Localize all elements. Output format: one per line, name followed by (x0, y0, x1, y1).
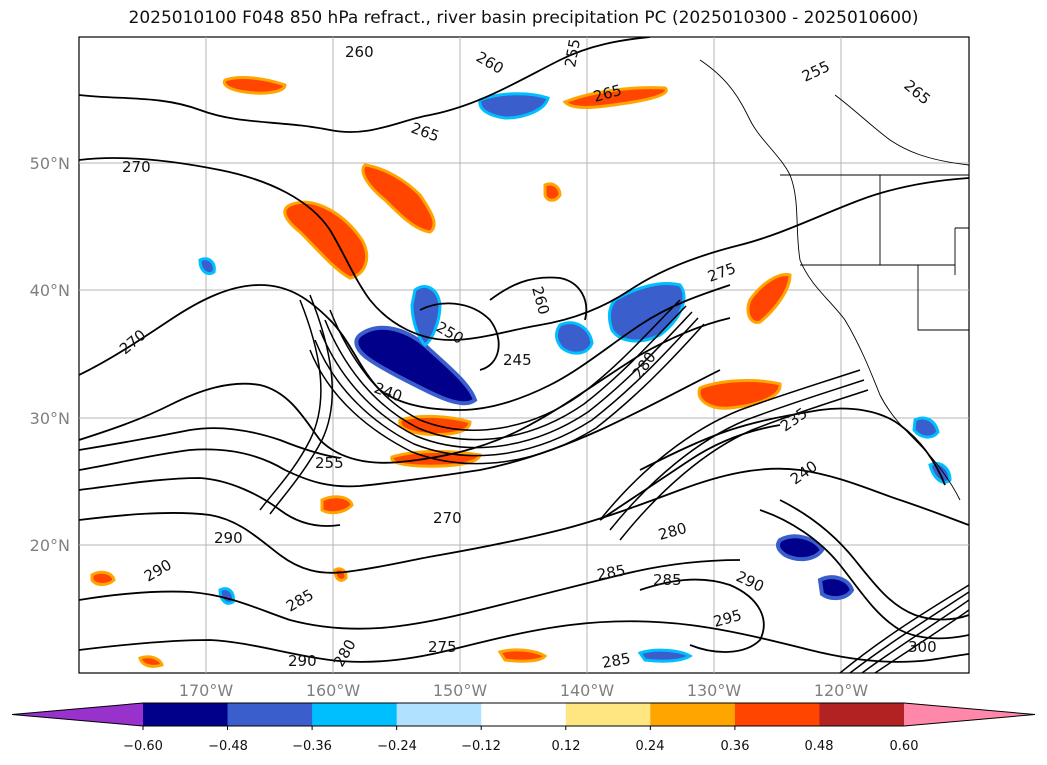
colorbar-segment (312, 703, 398, 726)
cold-anomaly (637, 648, 693, 663)
cold-anomaly (607, 281, 686, 343)
colorbar-tick-label: 0.60 (890, 739, 919, 754)
colorbar-tick-label: −0.12 (461, 739, 501, 754)
contour-label: 245 (503, 351, 532, 369)
colorbar-segment (481, 703, 567, 726)
longitude-label: 160°W (306, 681, 361, 700)
contour-label: 255 (561, 37, 584, 68)
latitude-labels: 50°N 40°N 30°N 20°N (30, 154, 70, 555)
contour-label: 270 (433, 509, 462, 527)
cold-anomaly (410, 285, 442, 347)
cold-anomaly (478, 92, 550, 120)
contour-label: 290 (214, 529, 243, 547)
contour-label: 275 (428, 638, 457, 656)
map-frame (78, 36, 970, 674)
cold-anomaly (555, 321, 594, 355)
contour-label: 285 (601, 649, 632, 672)
cold-anomaly (912, 416, 940, 439)
warm-anomaly (562, 86, 668, 109)
contour-label: 300 (908, 638, 937, 656)
colorbar-tick-label: 0.12 (552, 739, 581, 754)
warm-anomaly (746, 273, 792, 324)
contour-label: 255 (315, 454, 344, 472)
cold-anomaly (775, 534, 825, 562)
colorbar-tick-label: −0.36 (292, 739, 332, 754)
longitude-label: 170°W (179, 681, 234, 700)
colorbar-extend-min (12, 703, 143, 726)
colorbar-tick-label: −0.48 (208, 739, 248, 754)
warm-anomaly (361, 163, 436, 234)
warm-anomaly (222, 76, 287, 95)
colorbar-ticks: −0.60 −0.48 −0.36 −0.24 −0.12 0.12 0.24 … (123, 739, 918, 754)
colorbar (11, 702, 1036, 730)
colorbar-tick-label: 0.36 (721, 739, 750, 754)
latitude-label: 30°N (30, 409, 70, 428)
colorbar-segment (565, 703, 651, 726)
longitude-label: 150°W (433, 681, 488, 700)
longitude-labels: 170°W 160°W 150°W 140°W 130°W 120°W (179, 681, 869, 700)
colorbar-segment (143, 703, 229, 726)
cold-anomaly (198, 257, 216, 275)
cold-anomaly (218, 587, 235, 605)
warm-anomaly (497, 648, 548, 663)
colorbar-tick-label: −0.60 (123, 739, 163, 754)
warm-anomaly (333, 567, 348, 582)
latitude-label: 50°N (30, 154, 70, 173)
cold-anomaly (817, 575, 855, 601)
colorbar-segment (227, 703, 313, 726)
shaded-anomalies (90, 76, 952, 668)
contour-label: 285 (653, 571, 682, 589)
coastlines (699, 59, 969, 501)
colorbar-tick-label: 0.48 (805, 739, 834, 754)
longitude-label: 140°W (560, 681, 615, 700)
map-title: 2025010100 F048 850 hPa refract., river … (128, 8, 919, 28)
contour-label: 290 (288, 652, 317, 670)
warm-anomaly (697, 379, 782, 410)
warm-anomaly (90, 570, 116, 586)
colorbar-segment (819, 703, 905, 726)
contour-label: 260 (345, 43, 374, 61)
longitude-label: 130°W (687, 681, 742, 700)
contour-label: 270 (122, 158, 151, 176)
colorbar-segment (650, 703, 736, 726)
colorbar-tick-label: 0.24 (636, 739, 665, 754)
cold-anomaly (354, 325, 478, 406)
warm-anomaly (320, 495, 354, 515)
contour-label: 285 (596, 561, 627, 584)
colorbar-segment (734, 703, 820, 726)
warm-anomaly (138, 655, 164, 668)
colorbar-extend-max (904, 703, 1035, 726)
longitude-label: 120°W (814, 681, 869, 700)
warm-anomaly (543, 182, 562, 202)
latitude-label: 40°N (30, 281, 70, 300)
latitude-label: 20°N (30, 536, 70, 555)
colorbar-tick-label: −0.24 (377, 739, 417, 754)
frontal-contour-band (259, 294, 969, 673)
colorbar-segment (396, 703, 482, 726)
